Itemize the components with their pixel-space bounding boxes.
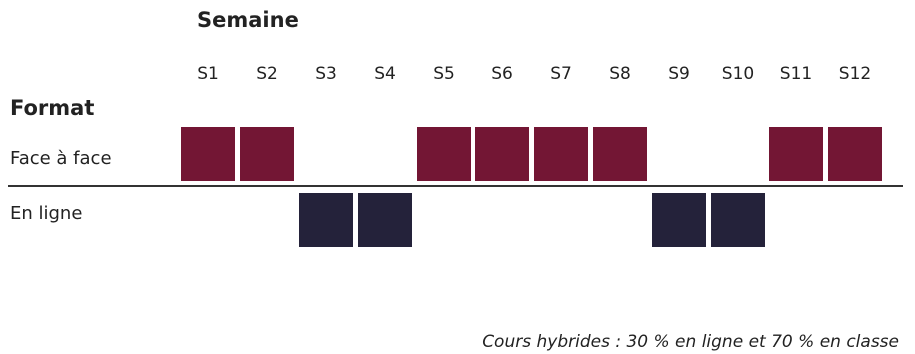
week-label-s5: S5 [433, 64, 455, 84]
face-a-face-cell-s12 [828, 127, 882, 181]
row-divider [8, 185, 903, 187]
week-label-s7: S7 [550, 64, 572, 84]
en-ligne-cell-s9 [652, 193, 706, 247]
week-label-s9: S9 [668, 64, 690, 84]
en-ligne-cell-s3 [299, 193, 353, 247]
week-label-s11: S11 [779, 64, 813, 84]
week-label-s10: S10 [721, 64, 755, 84]
week-label-s12: S12 [838, 64, 872, 84]
week-label-s4: S4 [374, 64, 396, 84]
face-a-face-cell-s11 [769, 127, 823, 181]
week-label-s8: S8 [609, 64, 631, 84]
face-a-face-cell-s6 [475, 127, 529, 181]
week-label-s3: S3 [315, 64, 337, 84]
row-label-face-a-face: Face à face [10, 148, 112, 169]
week-label-s1: S1 [197, 64, 219, 84]
row-label-en-ligne: En ligne [10, 203, 83, 224]
face-a-face-cell-s8 [593, 127, 647, 181]
face-a-face-cell-s2 [240, 127, 294, 181]
en-ligne-cell-s4 [358, 193, 412, 247]
week-label-s6: S6 [491, 64, 513, 84]
footnote: Cours hybrides : 30 % en ligne et 70 % e… [482, 332, 899, 352]
format-header: Format [10, 96, 95, 120]
week-header: Semaine [197, 8, 299, 32]
face-a-face-cell-s7 [534, 127, 588, 181]
en-ligne-cell-s10 [711, 193, 765, 247]
face-a-face-cell-s5 [417, 127, 471, 181]
week-label-s2: S2 [256, 64, 278, 84]
face-a-face-cell-s1 [181, 127, 235, 181]
